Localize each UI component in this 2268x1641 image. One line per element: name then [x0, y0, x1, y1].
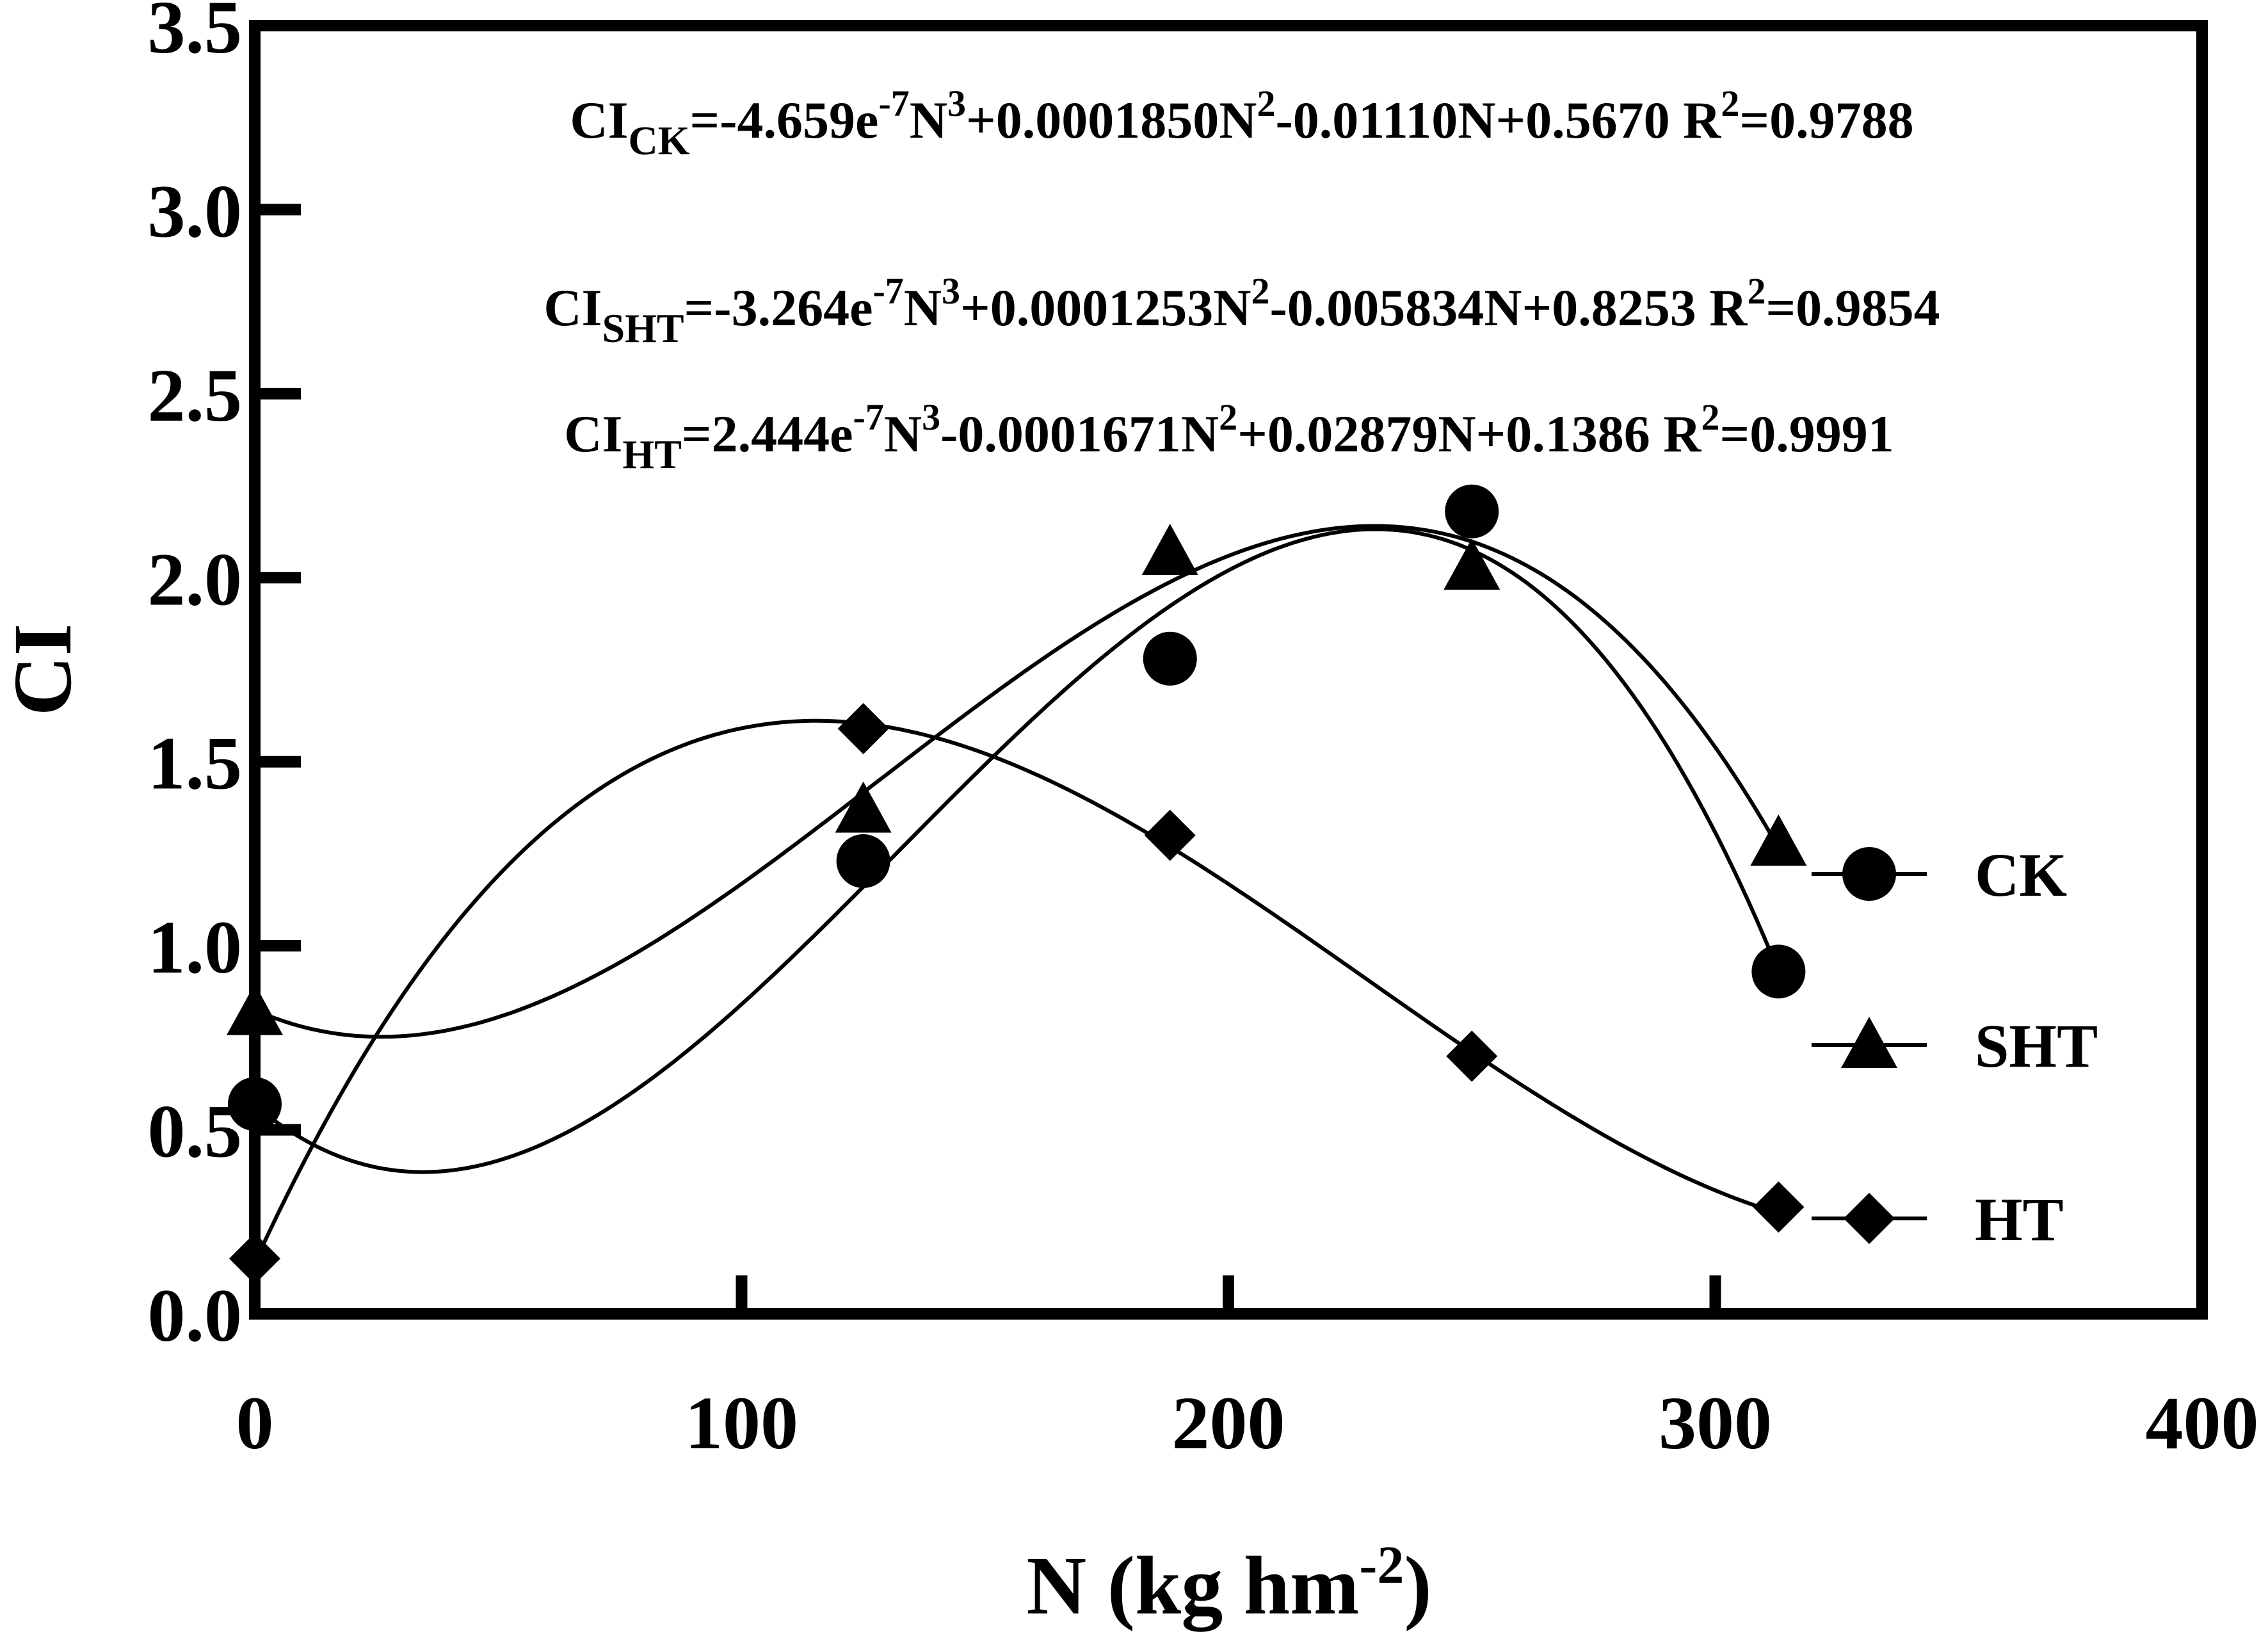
equation-part: -0.01110N+0.5670 R — [1275, 91, 1721, 149]
x-tick-label: 200 — [1172, 1381, 1285, 1465]
legend-marker-ht — [1844, 1193, 1895, 1244]
x-tick-label: 400 — [2146, 1381, 2259, 1465]
data-point-ck — [228, 1077, 282, 1131]
fit-equation: CISHT=-3.264e-7N3+0.0001253N2-0.005834N+… — [543, 270, 1940, 351]
data-point-ck — [836, 834, 890, 888]
data-point-ht — [1144, 809, 1196, 861]
equation-part: =0.9788 — [1739, 91, 1913, 149]
data-point-sht — [1141, 524, 1198, 576]
equation-part: =0.9991 — [1719, 405, 1894, 463]
equation-part: CI — [564, 405, 622, 463]
equation-part: 2 — [1251, 270, 1269, 312]
equation-part: N — [904, 279, 942, 337]
legend-marker-ck — [1842, 847, 1896, 901]
equation-part: =2.444e — [682, 405, 853, 463]
fit-curve-ck — [253, 527, 1781, 1174]
equation-part: 2 — [1257, 83, 1275, 124]
equation-part: HT — [622, 432, 681, 477]
y-tick-label: 0.0 — [148, 1273, 243, 1357]
legend-label-ck: CK — [1975, 841, 2067, 909]
fit-equation: CICK=-4.659e-7N3+0.0001850N2-0.01110N+0.… — [570, 83, 1913, 163]
equation-part: =-4.659e — [690, 91, 879, 149]
data-point-ht — [837, 702, 889, 754]
data-point-sht — [227, 983, 283, 1035]
equation-part: CI — [543, 279, 602, 337]
legend-label-sht: SHT — [1975, 1012, 2098, 1080]
data-point-ck — [1445, 484, 1499, 538]
y-tick-label: 1.5 — [148, 722, 243, 805]
y-tick-label: 0.5 — [148, 1090, 243, 1174]
data-point-sht — [835, 781, 892, 833]
data-point-sht — [1444, 538, 1500, 590]
data-point-ht — [229, 1233, 280, 1284]
x-tick-label: 100 — [685, 1381, 798, 1465]
equation-part: 3 — [947, 83, 966, 124]
fit-curve-ht — [253, 718, 1780, 1264]
plot-frame — [249, 20, 2208, 1320]
equation-part: N — [884, 405, 922, 463]
data-markers — [227, 484, 1807, 1284]
axis-ticks: 0 100 200 300 400 0.0 0.5 1.0 1.5 2.0 2.5 3.0 3.5 — [148, 0, 2259, 1465]
fit-curve-sht — [253, 524, 1781, 1039]
fit-equations: CICK=-4.659e-7N3+0.0001850N2-0.01110N+0.… — [543, 83, 1940, 477]
equation-part: N — [910, 91, 947, 149]
equation-part: +0.0001850N — [966, 91, 1257, 149]
equation-part: +0.0001253N — [960, 279, 1251, 337]
equation-part: 2 — [1747, 270, 1765, 312]
x-tick-label: 300 — [1659, 1381, 1772, 1465]
legend-label-ht: HT — [1975, 1185, 2064, 1254]
legend: CK SHT HT — [1812, 841, 2098, 1254]
y-axis-title: CI — [0, 624, 89, 716]
equation-part: -7 — [878, 83, 909, 124]
equation-part: -7 — [853, 396, 884, 438]
y-tick-label: 2.5 — [148, 353, 243, 437]
equation-part: 2 — [1721, 83, 1739, 124]
equation-part: 2 — [1701, 396, 1719, 438]
y-tick-label: 2.0 — [148, 537, 243, 621]
x-axis-title-exponent: -2 — [1359, 1535, 1404, 1595]
equation-part: 3 — [942, 270, 960, 312]
equation-part: 3 — [922, 396, 940, 438]
y-tick-label: 3.0 — [148, 169, 243, 253]
equation-part: =0.9854 — [1765, 279, 1940, 337]
x-axis-title: N (kg hm-2) — [1026, 1535, 1431, 1632]
fit-equation: CIHT=2.444e-7N3-0.0001671N2+0.02879N+0.1… — [564, 396, 1894, 477]
data-point-ck — [1143, 631, 1197, 686]
fit-curves — [253, 524, 1781, 1264]
data-point-ht — [1446, 1030, 1498, 1082]
data-point-sht — [1750, 814, 1807, 866]
equation-part: 2 — [1219, 396, 1237, 438]
y-tick-label: 3.5 — [148, 0, 243, 69]
equation-part: CK — [629, 118, 690, 163]
equation-part: =-3.264e — [684, 279, 873, 337]
equation-part: -0.0001671N — [940, 405, 1219, 463]
equation-part: -0.005834N+0.8253 R — [1269, 279, 1748, 337]
equation-part: SHT — [602, 305, 684, 351]
legend-marker-sht — [1841, 1017, 1897, 1068]
data-point-ht — [1753, 1181, 1805, 1233]
equation-part: +0.02879N+0.1386 R — [1237, 405, 1701, 463]
x-axis-title-close: ) — [1404, 1540, 1431, 1632]
x-axis-title-text: N (kg hm — [1026, 1540, 1359, 1632]
x-tick-label: 0 — [236, 1381, 274, 1465]
equation-part: -7 — [873, 270, 903, 312]
data-point-ck — [1751, 944, 1806, 999]
equation-part: CI — [570, 91, 628, 149]
y-tick-label: 1.0 — [148, 905, 243, 989]
